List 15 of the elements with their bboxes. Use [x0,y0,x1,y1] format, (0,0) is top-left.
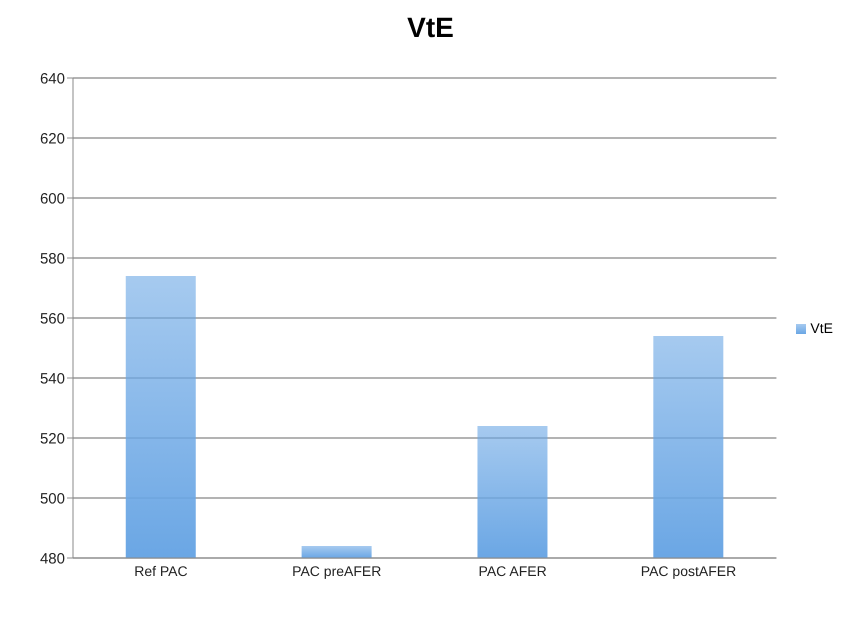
chart-title: VtE [406,11,455,45]
y-tick-label: 500 [40,490,65,508]
y-tick-label: 620 [40,130,65,148]
legend-label: VtE [810,320,833,336]
y-tick-label: 540 [40,370,65,388]
y-tick-label: 640 [40,70,65,88]
y-tick-label: 480 [40,550,65,568]
y-tick-label: 600 [40,190,65,208]
x-tick-label: Ref PAC [134,562,188,579]
y-tick-label: 520 [40,430,65,448]
x-tick-label: PAC preAFER [292,562,382,579]
x-tick-label: PAC AFER [478,562,547,579]
x-tick-label: PAC postAFER [640,562,736,579]
y-tick-label: 580 [40,250,65,268]
y-tick-label: 560 [40,310,65,328]
